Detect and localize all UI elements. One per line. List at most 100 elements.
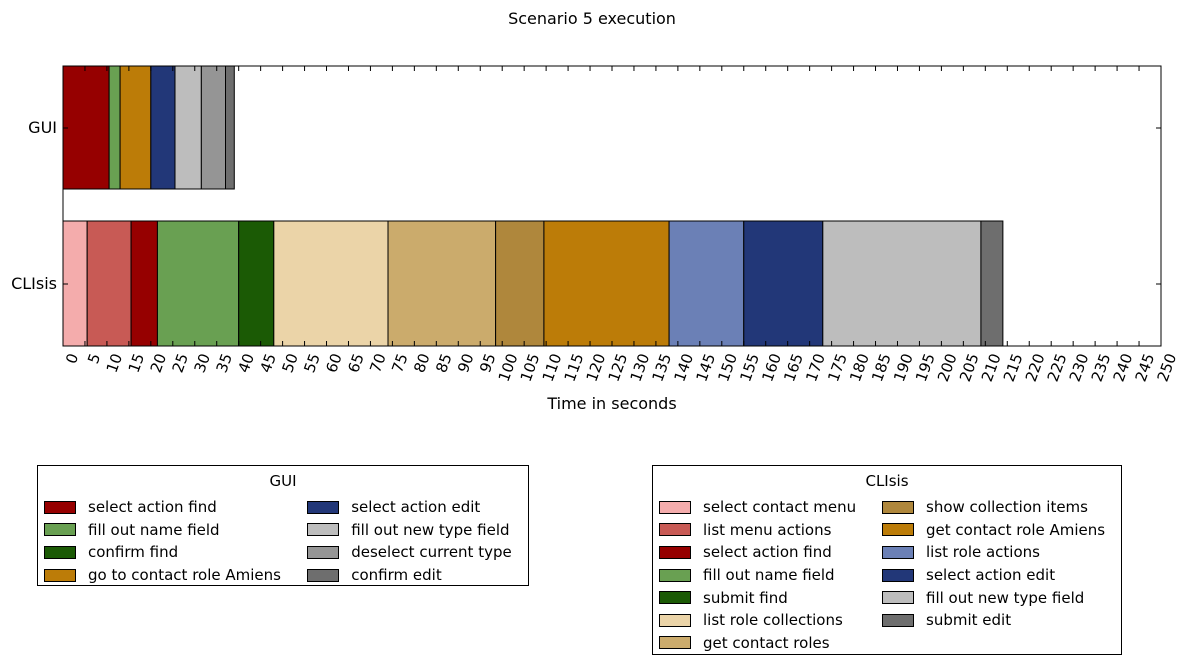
legend-entry: deselect current type (307, 541, 522, 564)
x-tick-label: 85 (432, 351, 455, 375)
x-tick-label: 50 (278, 351, 301, 375)
legend-entry: confirm edit (307, 564, 522, 587)
legend-swatch (882, 545, 914, 559)
bar-segment-gui-0 (62, 65, 110, 190)
bar-segment-clisis-1 (86, 220, 132, 347)
x-tick-label: 25 (169, 351, 192, 375)
x-tick-label: 45 (256, 351, 279, 375)
x-tick-label: 75 (388, 351, 411, 375)
legend-label: select action find (703, 543, 832, 562)
legend-label: select action edit (351, 498, 481, 517)
x-tick-label: 30 (191, 351, 214, 375)
bar-segment-clisis-6 (387, 220, 497, 347)
legend-swatch (659, 568, 691, 582)
legend-entry: confirm find (44, 541, 291, 564)
legend-label: select action edit (926, 566, 1056, 585)
x-tick-label: 10 (103, 351, 126, 375)
bar-segment-clisis-11 (822, 220, 982, 347)
x-tick-label: 70 (366, 351, 389, 375)
legend-label: list role collections (703, 611, 843, 630)
bar-segment-clisis-9 (668, 220, 745, 347)
x-axis-label: Time in seconds (546, 394, 676, 413)
legend-swatch (44, 523, 76, 537)
y-tick-label-clisis: CLIsis (11, 274, 57, 293)
x-tick-label: 90 (454, 351, 477, 375)
legend-swatch (882, 523, 914, 537)
x-tick-label: 35 (213, 351, 236, 375)
legend-entry: select action find (44, 496, 291, 519)
legend-entry: submit edit (882, 609, 1115, 632)
legend-swatch (659, 613, 691, 627)
legend-swatch (307, 523, 340, 537)
legend-label: deselect current type (351, 543, 512, 562)
legend-swatch (307, 545, 340, 559)
legend-label: fill out new type field (351, 520, 510, 539)
legend-label: get contact roles (703, 633, 830, 652)
legend-entry: select action edit (882, 564, 1115, 587)
chart-title: Scenario 5 execution (508, 9, 676, 28)
x-tick-label: 5 (84, 351, 104, 366)
legend-entry: list role actions (882, 541, 1115, 564)
legend-swatch (659, 523, 691, 537)
bar-segment-clisis-5 (273, 220, 389, 347)
legend-entry: fill out name field (659, 564, 866, 587)
bar-segment-clisis-7 (495, 220, 545, 347)
bar-segment-clisis-4 (238, 220, 275, 347)
bar-segment-gui-1 (108, 65, 121, 190)
legend-swatch (44, 545, 76, 559)
legend-swatch (307, 500, 340, 514)
x-tick-label: 40 (235, 351, 258, 375)
legend-swatch (882, 500, 914, 514)
legend-swatch (659, 591, 691, 605)
legend-swatch (882, 568, 914, 582)
x-tick-label: 95 (476, 351, 499, 375)
x-tick-label: 20 (147, 351, 170, 375)
bar-segment-clisis-10 (743, 220, 824, 347)
legend-label: select action find (88, 498, 217, 517)
x-tick-label: 0 (62, 351, 82, 366)
legend-label: fill out name field (88, 520, 220, 539)
legend-entry: get contact roles (659, 632, 866, 655)
legend-swatch (659, 636, 691, 650)
legend-swatch (659, 545, 691, 559)
legend-swatch (882, 591, 914, 605)
legend-label: fill out name field (703, 566, 835, 585)
legend-label: submit edit (926, 611, 1012, 630)
legend-gui-title: GUI (269, 472, 297, 490)
legend-swatch (659, 500, 691, 514)
bar-segment-clisis-2 (130, 220, 158, 347)
legend-swatch (307, 568, 340, 582)
x-tick-label: 60 (322, 351, 345, 375)
legend-entry: fill out new type field (307, 519, 522, 542)
legend-entry: go to contact role Amiens (44, 564, 291, 587)
legend-gui: GUI select action find fill out name fiel… (37, 465, 529, 586)
legend-label: fill out new type field (926, 588, 1085, 607)
bar-segment-gui-7 (225, 65, 235, 190)
legend-label: confirm find (88, 543, 179, 562)
legend-clisis-title: CLIsis (865, 472, 909, 490)
legend-entry: show collection items (882, 496, 1115, 519)
legend-entry: fill out new type field (882, 586, 1115, 609)
x-tick-label: 250 (1154, 351, 1181, 384)
legend-label: get contact role Amiens (926, 520, 1106, 539)
legend-entry: list role collections (659, 609, 866, 632)
legend-label: go to contact role Amiens (88, 566, 281, 585)
legend-entry: fill out name field (44, 519, 291, 542)
legend-label: select contact menu (703, 498, 857, 517)
x-tick-label: 55 (300, 351, 323, 375)
legend-label: show collection items (926, 498, 1088, 517)
legend-label: list role actions (926, 543, 1040, 562)
legend-entry: select action edit (307, 496, 522, 519)
bar-segment-gui-4 (150, 65, 176, 190)
bar-segment-clisis-3 (156, 220, 240, 347)
legend-swatch (882, 613, 914, 627)
legend-swatch (44, 500, 76, 514)
legend-swatch (44, 568, 76, 582)
x-tick-label: 65 (344, 351, 367, 375)
x-tick-label: 80 (410, 351, 433, 375)
legend-label: submit find (703, 588, 788, 607)
bar-segment-clisis-12 (980, 220, 1004, 347)
y-tick-label-gui: GUI (28, 118, 57, 137)
